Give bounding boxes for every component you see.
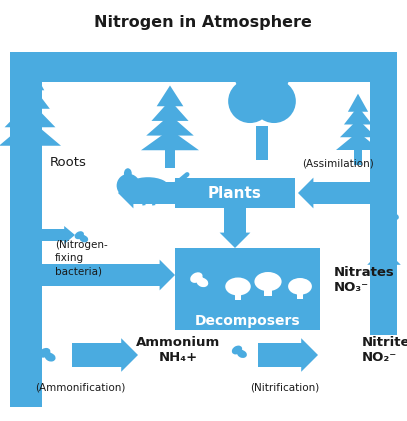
Bar xyxy=(354,150,361,165)
Ellipse shape xyxy=(288,278,312,295)
Ellipse shape xyxy=(197,277,208,287)
Polygon shape xyxy=(146,115,194,136)
Polygon shape xyxy=(151,100,188,121)
Circle shape xyxy=(252,80,296,123)
Text: Ammonium
NH₄+: Ammonium NH₄+ xyxy=(136,336,220,364)
Polygon shape xyxy=(265,53,370,81)
Bar xyxy=(175,248,320,330)
Ellipse shape xyxy=(190,272,203,283)
Ellipse shape xyxy=(232,346,242,354)
Ellipse shape xyxy=(39,348,50,358)
Text: Nitrogen in Atmosphere: Nitrogen in Atmosphere xyxy=(94,14,312,29)
Bar xyxy=(265,282,271,296)
Polygon shape xyxy=(10,83,50,109)
Circle shape xyxy=(234,53,278,96)
Ellipse shape xyxy=(254,272,282,291)
Bar xyxy=(235,287,241,300)
Ellipse shape xyxy=(386,210,395,217)
Bar xyxy=(297,286,303,299)
Polygon shape xyxy=(298,178,370,208)
Bar xyxy=(256,126,267,160)
Bar xyxy=(10,52,395,82)
Ellipse shape xyxy=(74,231,84,239)
Text: (Ammonification): (Ammonification) xyxy=(35,383,125,393)
Polygon shape xyxy=(220,208,250,248)
Polygon shape xyxy=(4,101,55,127)
Text: (Assimilation): (Assimilation) xyxy=(302,158,374,168)
Bar xyxy=(10,52,42,407)
Bar xyxy=(25,146,35,168)
Circle shape xyxy=(117,174,140,197)
Polygon shape xyxy=(157,85,183,106)
Polygon shape xyxy=(344,107,372,125)
Ellipse shape xyxy=(79,234,85,240)
Text: Nitrites
NO₂⁻: Nitrites NO₂⁻ xyxy=(362,336,407,364)
Text: (Nitrification): (Nitrification) xyxy=(250,383,319,393)
Polygon shape xyxy=(16,64,44,90)
Text: Decomposers: Decomposers xyxy=(195,314,300,328)
Polygon shape xyxy=(72,338,138,372)
Ellipse shape xyxy=(45,353,56,362)
Ellipse shape xyxy=(127,177,169,197)
Ellipse shape xyxy=(196,277,204,283)
Ellipse shape xyxy=(124,168,132,179)
Bar xyxy=(370,52,397,335)
Polygon shape xyxy=(258,338,318,372)
Polygon shape xyxy=(42,260,175,290)
Text: (Nitrogen-
fixing
bacteria): (Nitrogen- fixing bacteria) xyxy=(55,240,108,276)
Circle shape xyxy=(246,53,290,96)
Polygon shape xyxy=(340,119,376,137)
Ellipse shape xyxy=(79,235,88,242)
Ellipse shape xyxy=(44,352,52,358)
Ellipse shape xyxy=(390,213,396,217)
Polygon shape xyxy=(367,248,401,335)
Ellipse shape xyxy=(237,350,247,358)
Polygon shape xyxy=(0,120,61,146)
Ellipse shape xyxy=(225,277,251,296)
Ellipse shape xyxy=(236,349,243,355)
Circle shape xyxy=(228,80,272,123)
Text: Plants: Plants xyxy=(208,186,262,200)
Bar xyxy=(175,178,295,208)
Polygon shape xyxy=(348,94,368,112)
Polygon shape xyxy=(42,226,75,244)
Polygon shape xyxy=(336,132,380,150)
Bar xyxy=(165,150,175,168)
Polygon shape xyxy=(118,178,175,208)
Ellipse shape xyxy=(391,213,399,220)
Text: Nitrates
NO₃⁻: Nitrates NO₃⁻ xyxy=(334,266,395,294)
Polygon shape xyxy=(141,130,199,150)
Text: Roots: Roots xyxy=(50,155,87,168)
Circle shape xyxy=(240,65,284,109)
